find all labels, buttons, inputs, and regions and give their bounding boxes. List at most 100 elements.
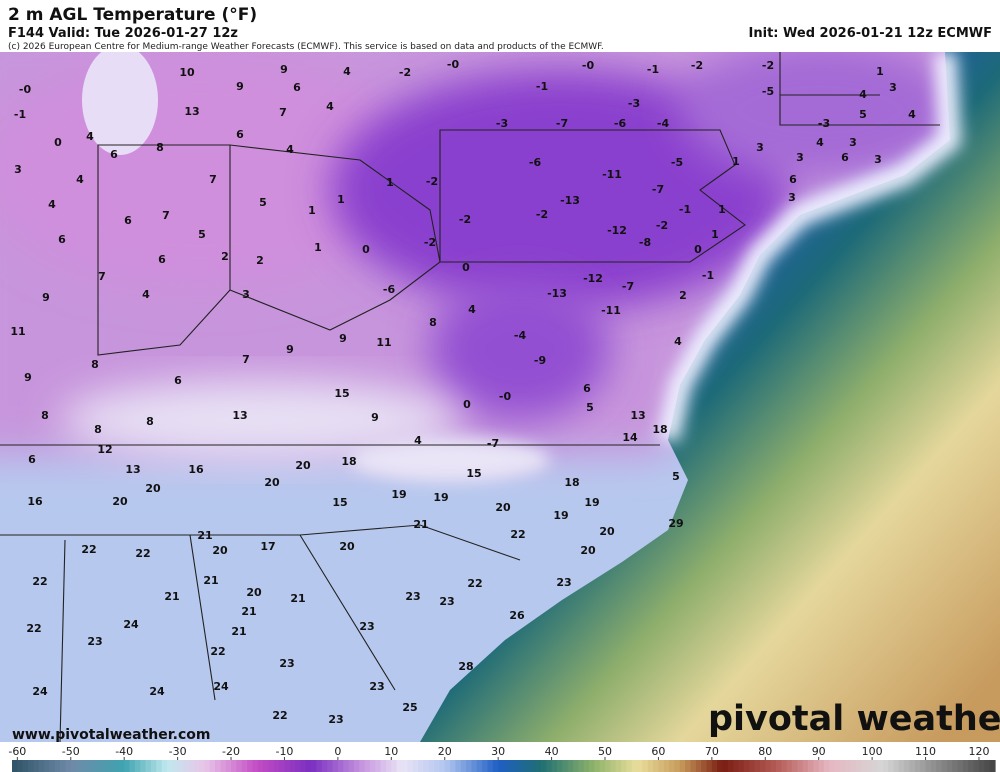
station-value: 4 — [48, 198, 56, 211]
station-value: 21 — [241, 605, 256, 618]
colorbar-cell — [556, 760, 563, 772]
colorbar-tick-label: -40 — [115, 745, 133, 758]
colorbar-cell — [551, 760, 558, 772]
station-value: 19 — [391, 488, 406, 501]
colorbar-tick-label: -20 — [222, 745, 240, 758]
station-value: -9 — [534, 354, 546, 367]
colorbar-cell — [786, 760, 793, 772]
station-value: 3 — [14, 163, 22, 176]
station-value: 9 — [286, 343, 294, 356]
station-value: 4 — [859, 88, 867, 101]
station-value: 20 — [339, 540, 355, 553]
colorbar-cell — [220, 760, 227, 772]
colorbar-cell — [813, 760, 820, 772]
colorbar-cell — [113, 760, 120, 772]
colorbar-cell — [904, 760, 911, 772]
colorbar-cell — [658, 760, 665, 772]
colorbar-tick-label: 90 — [812, 745, 826, 758]
colorbar-cell — [337, 760, 344, 772]
colorbar-cell — [936, 760, 943, 772]
station-value: 1 — [314, 241, 322, 254]
colorbar-cell — [530, 760, 537, 772]
colorbar-cell — [653, 760, 660, 772]
colorbar-cell — [343, 760, 350, 772]
station-value: -4 — [514, 329, 527, 342]
borders — [0, 52, 940, 742]
station-value: 3 — [849, 136, 857, 149]
colorbar-cell — [145, 760, 152, 772]
colorbar-cell — [743, 760, 750, 772]
station-value: 19 — [433, 491, 448, 504]
colorbar-cell — [60, 760, 67, 772]
colorbar-cell — [418, 760, 424, 772]
station-value: -8 — [639, 236, 651, 249]
colorbar-cell — [49, 760, 56, 772]
border-states — [59, 534, 396, 742]
station-value: 0 — [462, 261, 470, 274]
colorbar-cell — [818, 760, 825, 772]
colorbar-cell — [295, 760, 302, 772]
colorbar-cell — [621, 760, 627, 772]
station-value: -11 — [601, 304, 621, 317]
station-value: 4 — [816, 136, 824, 149]
colorbar-cell — [311, 760, 318, 772]
station-value: -2 — [762, 59, 774, 72]
border-ne — [779, 52, 940, 126]
colorbar-cell — [824, 760, 830, 772]
station-value: 18 — [652, 423, 667, 436]
station-value: 22 — [510, 528, 525, 541]
init-time: Init: Wed 2026-01-21 12z ECMWF — [749, 26, 992, 41]
colorbar-cell — [872, 760, 879, 772]
ocean — [420, 52, 1000, 742]
colorbar-tick-label: 20 — [438, 745, 452, 758]
colorbar-cell — [754, 760, 761, 772]
colorbar-cell — [247, 760, 254, 772]
colorbar-cell — [770, 760, 777, 772]
colorbar-cell — [642, 760, 649, 772]
colorbar-cell — [840, 760, 847, 772]
station-value: 23 — [439, 595, 454, 608]
valid-time: F144 Valid: Tue 2026-01-27 12z — [8, 26, 238, 41]
station-value: 7 — [162, 209, 170, 222]
colorbar-cell — [808, 760, 814, 772]
station-value: 21 — [197, 529, 212, 542]
colorbar-cell — [54, 760, 61, 772]
colorbar-cell — [695, 760, 702, 772]
station-value: 15 — [466, 467, 481, 480]
station-value: 1 — [718, 203, 726, 216]
colorbar-cell — [893, 760, 900, 772]
colorbar-cell — [487, 760, 494, 772]
station-value: 4 — [76, 173, 84, 186]
station-value: 16 — [188, 463, 204, 476]
station-value: -1 — [536, 80, 548, 93]
station-value: 0 — [54, 136, 62, 149]
colorbar-cell — [268, 760, 275, 772]
colorbar-cell — [888, 760, 895, 772]
station-value: -12 — [583, 272, 603, 285]
colorbar-cell — [22, 760, 29, 772]
colorbar-cell — [188, 760, 195, 772]
colorbar-cell — [909, 760, 916, 772]
colorbar-cell — [375, 760, 382, 772]
colorbar-cell — [364, 760, 371, 772]
colorbar-cell — [236, 760, 243, 772]
station-value: 19 — [553, 509, 568, 522]
colorbar-cell — [134, 760, 141, 772]
colorbar-cell — [118, 760, 125, 772]
colorbar-cell — [749, 760, 756, 772]
station-value: 24 — [149, 685, 165, 698]
colorbar-cell — [722, 760, 729, 772]
station-value: 24 — [213, 680, 229, 693]
colorbar-cell — [482, 760, 489, 772]
station-value: 13 — [630, 409, 645, 422]
colorbar-cell — [834, 760, 841, 772]
border-in — [97, 144, 231, 356]
colorbar-cell — [81, 760, 88, 772]
colorbar-cell — [861, 760, 868, 772]
colorbar-cell — [973, 760, 980, 772]
colorbar-cell — [498, 760, 505, 772]
colorbar-tick-label: 50 — [598, 745, 612, 758]
station-value: 20 — [212, 544, 228, 557]
station-value: 13 — [125, 463, 140, 476]
colorbar-cell — [97, 760, 104, 772]
